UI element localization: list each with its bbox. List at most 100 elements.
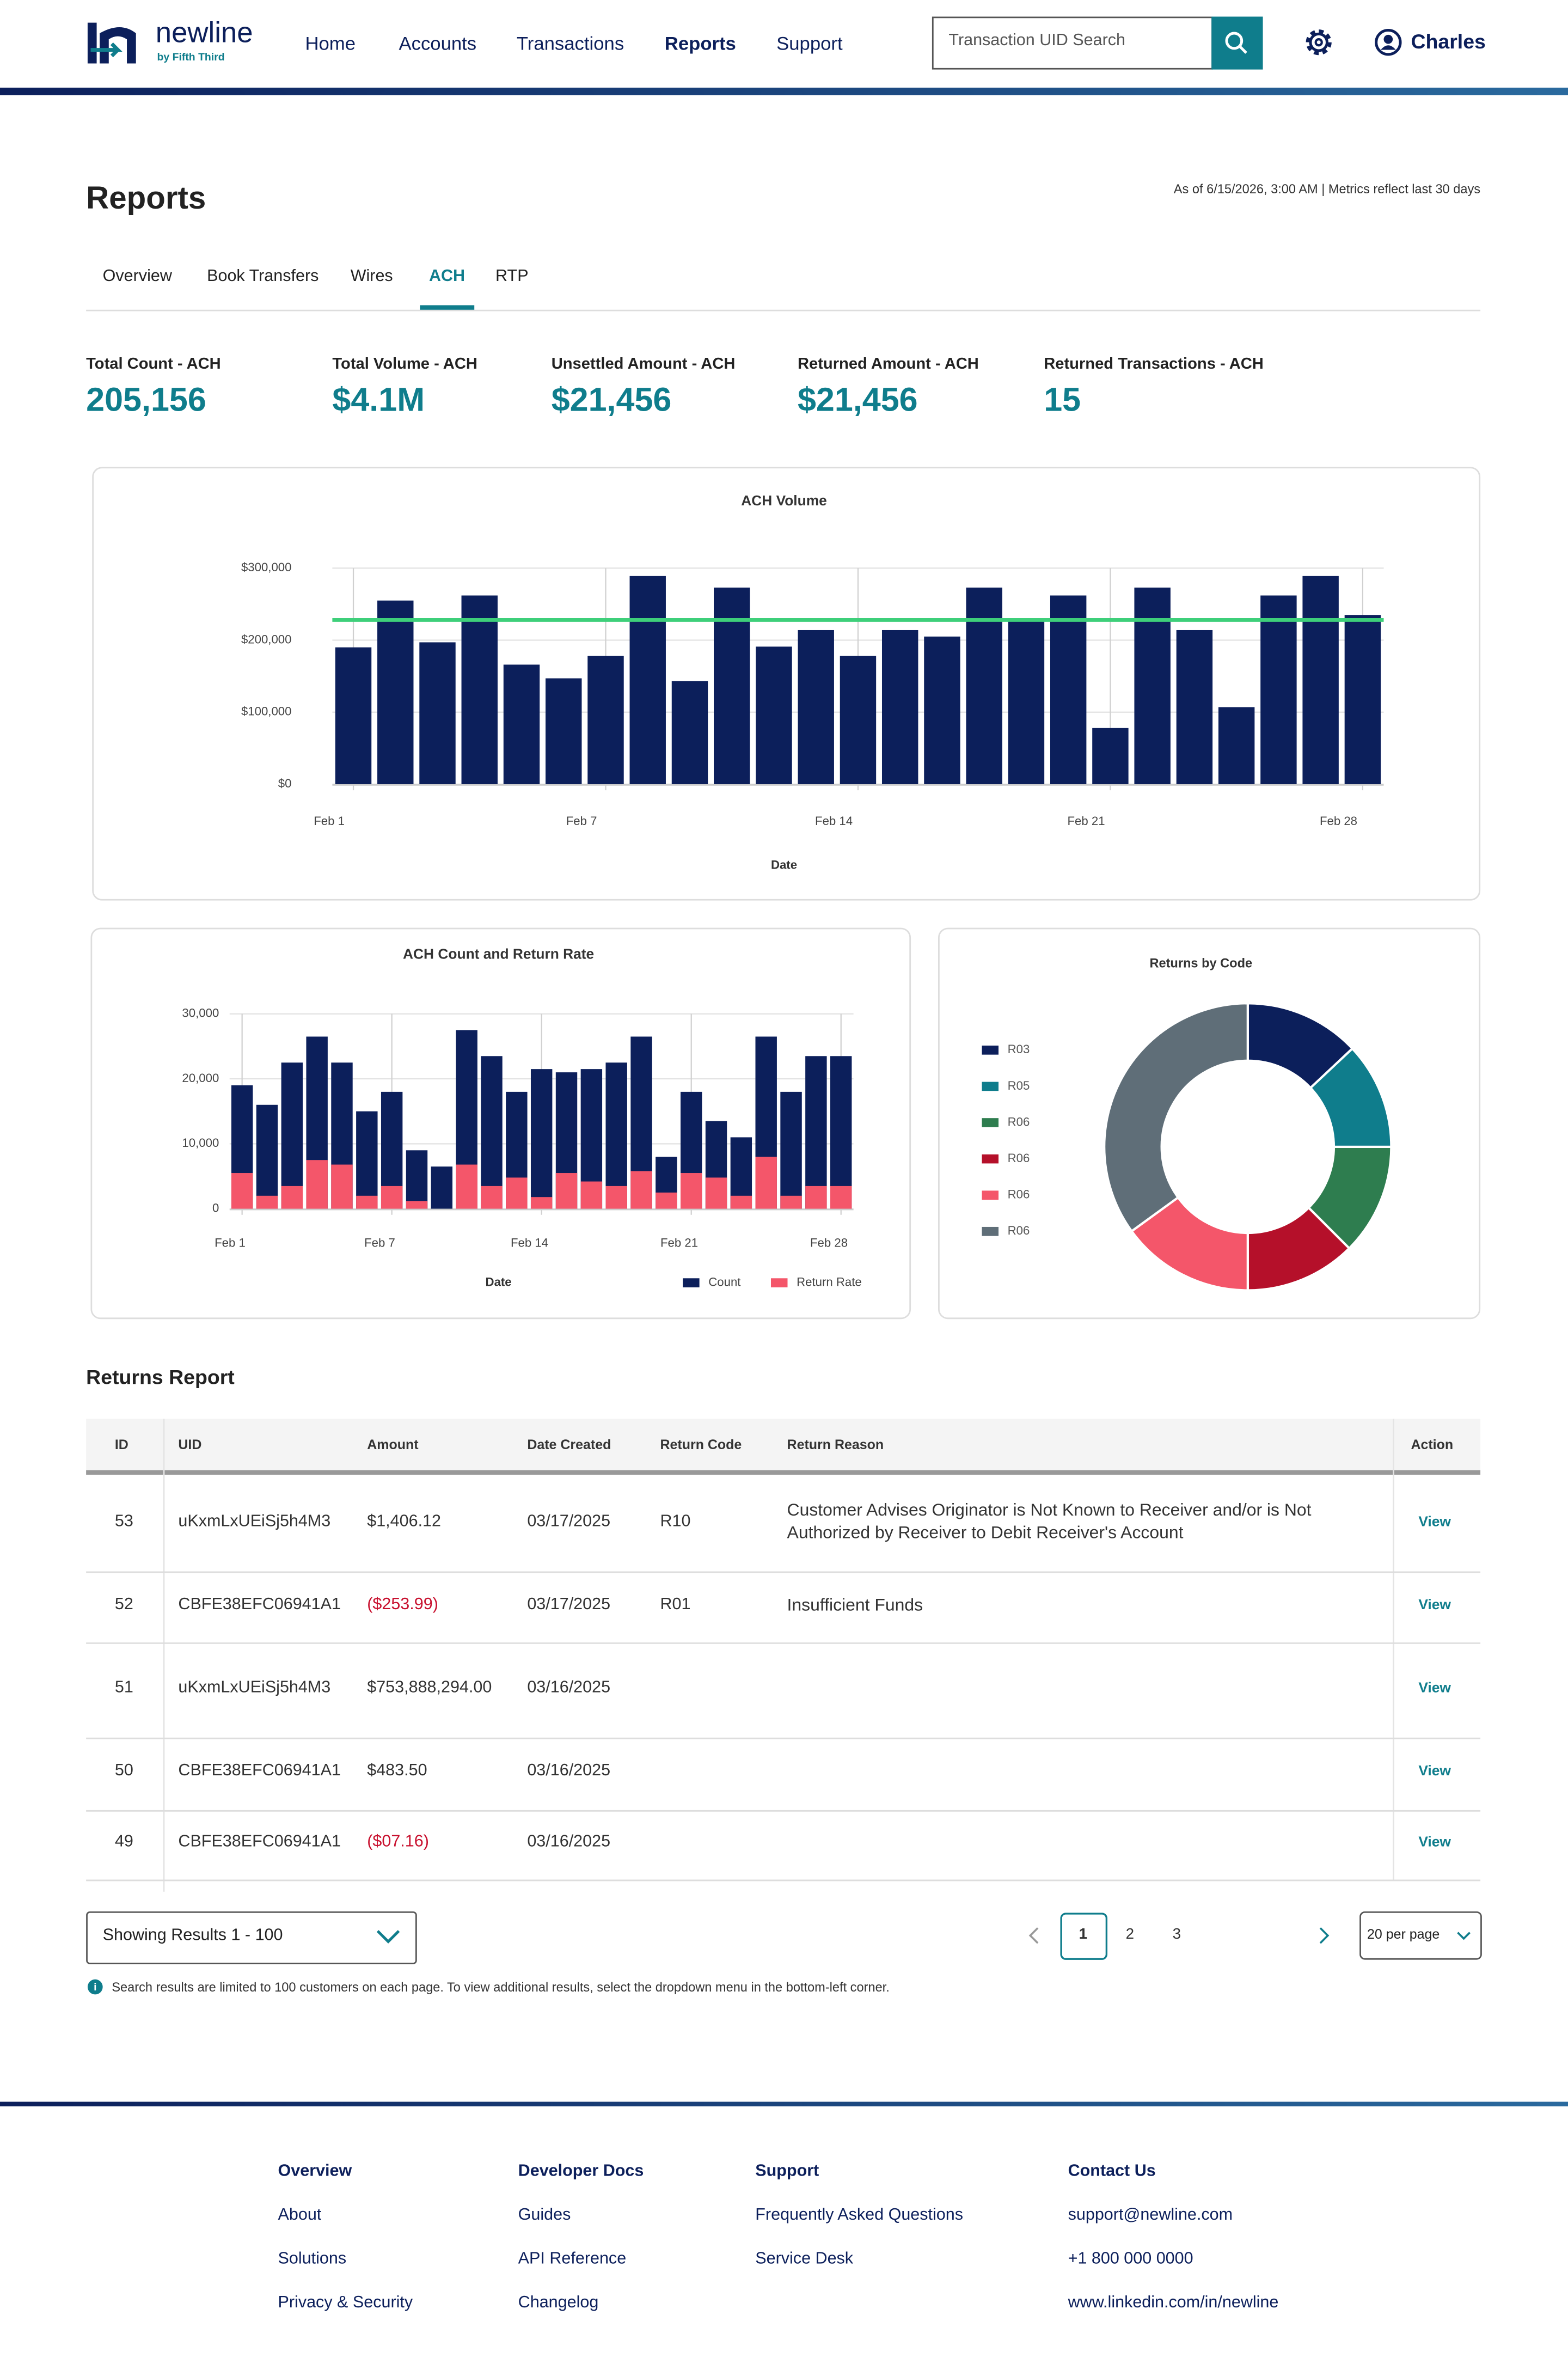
bar bbox=[256, 1195, 278, 1209]
bar bbox=[755, 1157, 777, 1209]
x-tick-label: Feb 1 bbox=[314, 814, 345, 828]
x-tick-label: Feb 28 bbox=[1320, 814, 1357, 828]
legend-label: R06 bbox=[1008, 1151, 1030, 1165]
footer-link[interactable]: +1 800 000 0000 bbox=[1068, 2250, 1193, 2269]
bar bbox=[306, 1160, 328, 1209]
bar bbox=[461, 595, 498, 784]
legend-label: R05 bbox=[1008, 1079, 1030, 1092]
footer-link[interactable]: API Reference bbox=[518, 2250, 627, 2269]
user-name[interactable]: Charles bbox=[1411, 30, 1486, 53]
footer-link[interactable]: Privacy & Security bbox=[278, 2294, 413, 2313]
bar bbox=[605, 1062, 627, 1209]
view-link[interactable]: View bbox=[1418, 1763, 1451, 1781]
next-page[interactable] bbox=[1319, 1927, 1330, 1944]
bar bbox=[331, 1164, 353, 1209]
search-button[interactable] bbox=[1211, 16, 1263, 70]
column-header: Amount bbox=[367, 1436, 419, 1452]
bar bbox=[431, 1166, 453, 1209]
bar bbox=[377, 600, 414, 784]
bar bbox=[1134, 587, 1171, 784]
bar bbox=[780, 1195, 802, 1209]
footer-link[interactable]: Solutions bbox=[278, 2250, 347, 2269]
bar bbox=[805, 1186, 827, 1209]
metric-label: Unsettled Amount - ACH bbox=[551, 355, 736, 373]
pie-slice bbox=[1103, 1002, 1249, 1233]
view-link[interactable]: View bbox=[1418, 1514, 1451, 1531]
cell-date: 03/17/2025 bbox=[527, 1513, 611, 1531]
cell-uid: uKxmLxUEiSj5h4M3 bbox=[178, 1679, 331, 1697]
bar bbox=[630, 1171, 652, 1209]
settings-icon[interactable] bbox=[1306, 29, 1332, 56]
nav-link[interactable]: Home bbox=[305, 32, 356, 54]
legend-label: Return Rate bbox=[797, 1275, 862, 1288]
nav-link[interactable]: Reports bbox=[664, 32, 736, 54]
cell-reason: Insufficient Funds bbox=[787, 1596, 923, 1615]
x-axis-title: Date bbox=[771, 858, 797, 872]
footer-link[interactable]: About bbox=[278, 2206, 322, 2225]
tab[interactable]: ACH bbox=[428, 268, 465, 286]
footer-link[interactable]: Frequently Asked Questions bbox=[755, 2206, 964, 2225]
column-header: Date Created bbox=[527, 1436, 611, 1452]
bar bbox=[830, 1186, 852, 1209]
legend-swatch bbox=[683, 1278, 700, 1287]
legend-label: Count bbox=[708, 1275, 740, 1288]
bar bbox=[924, 636, 960, 784]
footer-link[interactable]: support@newline.com bbox=[1068, 2206, 1233, 2225]
info-icon bbox=[87, 1979, 103, 1995]
footer-link[interactable]: www.linkedin.com/in/newline bbox=[1068, 2294, 1279, 2313]
metric-label: Total Count - ACH bbox=[86, 355, 221, 373]
bar bbox=[656, 1192, 677, 1209]
results-dropdown[interactable] bbox=[86, 1911, 417, 1964]
column-header: Return Reason bbox=[787, 1436, 884, 1452]
chevron bbox=[1457, 1932, 1471, 1940]
page-number[interactable]: 2 bbox=[1125, 1926, 1135, 1944]
bar bbox=[281, 1062, 303, 1209]
tab[interactable]: Wires bbox=[350, 268, 393, 286]
footer-link[interactable]: Guides bbox=[518, 2206, 571, 2225]
legend-label: R06 bbox=[1008, 1115, 1030, 1128]
nav-link[interactable]: Support bbox=[776, 32, 843, 54]
table-header-bg bbox=[86, 1419, 1481, 1470]
x-tick-label: Feb 7 bbox=[566, 814, 597, 828]
bar bbox=[503, 664, 540, 784]
page-number[interactable]: 3 bbox=[1172, 1926, 1181, 1944]
tab[interactable]: RTP bbox=[495, 268, 529, 286]
cell-date: 03/16/2025 bbox=[527, 1762, 611, 1781]
bar bbox=[335, 647, 372, 784]
cell-uid: CBFE38EFC06941A1 bbox=[178, 1762, 341, 1781]
metric-label: Returned Amount - ACH bbox=[797, 355, 979, 373]
footer-link[interactable]: Service Desk bbox=[755, 2250, 854, 2269]
info-glyph: i bbox=[94, 1981, 96, 1993]
tab[interactable]: Book Transfers bbox=[207, 268, 319, 286]
legend-label: R06 bbox=[1008, 1188, 1030, 1201]
user-icon[interactable] bbox=[1375, 28, 1402, 56]
x-tick-label: Feb 1 bbox=[215, 1236, 246, 1249]
nav-link[interactable]: Accounts bbox=[399, 32, 477, 54]
bar bbox=[1260, 595, 1297, 784]
view-link[interactable]: View bbox=[1418, 1681, 1451, 1697]
page-number[interactable]: 1 bbox=[1079, 1926, 1088, 1944]
y-tick-label: $100,000 bbox=[241, 705, 292, 718]
per-page-dropdown[interactable] bbox=[1359, 1911, 1482, 1960]
bar bbox=[530, 1197, 553, 1209]
bar bbox=[840, 656, 877, 784]
tab[interactable]: Overview bbox=[102, 268, 172, 286]
column-header: ID bbox=[114, 1436, 128, 1452]
bar bbox=[1008, 620, 1045, 784]
x-tick-label: Feb 28 bbox=[810, 1236, 848, 1249]
y-tick-label: 30,000 bbox=[182, 1006, 219, 1020]
footer-link[interactable]: Changelog bbox=[518, 2294, 599, 2313]
cell-date: 03/16/2025 bbox=[527, 1679, 611, 1697]
section-title: Returns Report bbox=[86, 1365, 235, 1389]
logo-subtext: by Fifth Third bbox=[157, 52, 225, 63]
view-link[interactable]: View bbox=[1418, 1597, 1451, 1615]
nav-link[interactable]: Transactions bbox=[516, 32, 624, 54]
y-tick-label: $300,000 bbox=[241, 560, 292, 574]
y-tick-label: 20,000 bbox=[182, 1071, 219, 1085]
chart-title: Returns by Code bbox=[1149, 956, 1252, 970]
cell-amount: $1,406.12 bbox=[367, 1513, 441, 1531]
view-link[interactable]: View bbox=[1418, 1835, 1451, 1852]
prev-page[interactable] bbox=[1028, 1927, 1039, 1944]
search-input[interactable] bbox=[932, 16, 1213, 70]
